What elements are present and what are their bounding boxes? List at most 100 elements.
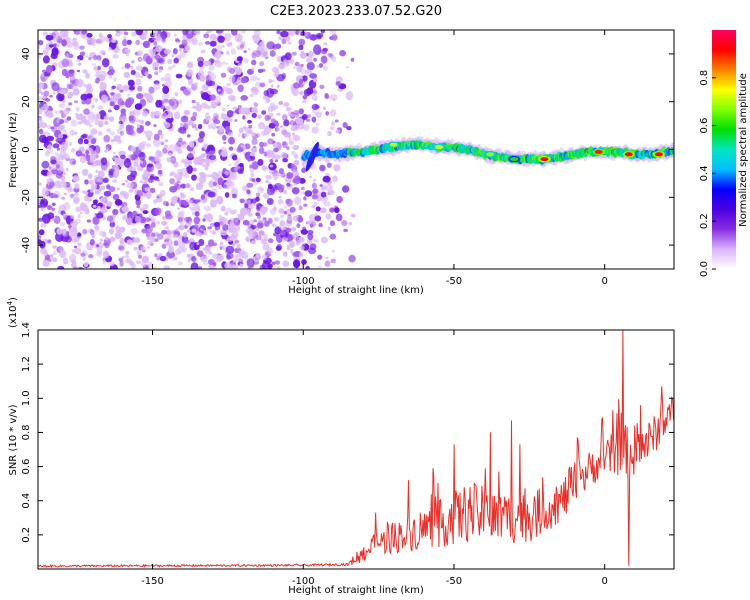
peak-core xyxy=(540,157,549,162)
noise-speckle xyxy=(136,93,144,100)
noise-speckle xyxy=(309,73,318,79)
noise-speckle xyxy=(88,179,94,185)
noise-speckle xyxy=(128,125,135,130)
noise-speckle xyxy=(268,79,273,84)
noise-speckle xyxy=(139,207,145,212)
y-tick-label: -40 xyxy=(21,237,32,253)
noise-speckle xyxy=(128,85,135,91)
noise-speckle xyxy=(58,103,66,108)
noise-speckle xyxy=(154,54,161,60)
noise-speckle xyxy=(243,251,249,259)
noise-speckle xyxy=(207,174,212,178)
noise-speckle xyxy=(171,54,175,57)
noise-speckle xyxy=(214,115,219,121)
noise-speckle xyxy=(85,149,90,155)
noise-speckle xyxy=(62,171,67,176)
noise-speckle xyxy=(218,125,225,132)
noise-speckle xyxy=(63,201,71,211)
noise-speckle xyxy=(150,221,156,228)
noise-speckle xyxy=(316,64,320,68)
spectrogram-y-axis-label: Frequency (Hz) xyxy=(8,112,19,188)
noise-speckle xyxy=(66,116,72,121)
noise-speckle xyxy=(134,103,143,110)
noise-speckle xyxy=(200,49,206,54)
noise-speckle xyxy=(197,60,204,68)
noise-speckle xyxy=(235,33,243,43)
noise-speckle xyxy=(292,135,301,142)
noise-speckle xyxy=(245,237,250,243)
noise-speckle xyxy=(331,249,335,253)
noise-speckle xyxy=(95,69,100,75)
snr-frame xyxy=(37,329,675,570)
noise-speckle xyxy=(119,89,124,93)
noise-speckle xyxy=(65,167,69,172)
noise-speckle xyxy=(124,99,132,108)
noise-speckle xyxy=(159,255,167,262)
noise-speckle xyxy=(59,222,66,227)
noise-speckle xyxy=(326,162,332,168)
noise-speckle xyxy=(242,115,246,120)
noise-speckle xyxy=(196,242,200,246)
noise-speckle xyxy=(286,146,290,151)
noise-speckle xyxy=(104,150,108,153)
noise-speckle xyxy=(222,134,227,141)
noise-speckle xyxy=(173,33,177,37)
noise-speckle xyxy=(315,206,321,212)
noise-speckle xyxy=(283,58,291,67)
noise-speckle xyxy=(97,105,104,110)
noise-speckle xyxy=(286,216,293,221)
noise-speckle xyxy=(210,204,214,208)
noise-speckle xyxy=(208,65,215,71)
noise-speckle xyxy=(124,31,129,36)
noise-speckle xyxy=(49,94,53,98)
noise-speckle xyxy=(211,122,217,130)
noise-speckle xyxy=(136,250,142,256)
noise-speckle xyxy=(301,100,307,104)
noise-speckle xyxy=(119,124,124,130)
noise-speckle xyxy=(162,147,168,154)
noise-speckle xyxy=(172,233,179,239)
noise-speckle xyxy=(38,82,45,89)
noise-speckle xyxy=(67,91,74,98)
noise-speckle xyxy=(108,116,115,122)
noise-speckle xyxy=(265,97,271,104)
noise-speckle xyxy=(100,207,107,213)
noise-speckle xyxy=(133,246,139,251)
noise-speckle xyxy=(91,43,96,46)
noise-speckle xyxy=(102,177,109,183)
noise-speckle xyxy=(154,66,159,71)
noise-speckle xyxy=(139,57,144,62)
noise-speckle xyxy=(283,205,288,209)
noise-speckle xyxy=(236,243,241,249)
noise-speckle xyxy=(216,30,224,34)
noise-speckle xyxy=(50,52,58,60)
noise-speckle xyxy=(137,85,143,92)
noise-speckle xyxy=(165,105,171,111)
noise-speckle xyxy=(129,261,135,266)
noise-speckle xyxy=(44,150,50,157)
noise-speckle xyxy=(45,34,54,41)
noise-speckle xyxy=(55,163,60,169)
noise-speckle xyxy=(219,245,223,250)
noise-speckle xyxy=(288,41,292,45)
noise-speckle xyxy=(257,77,261,81)
x-tick-label: -150 xyxy=(141,576,164,587)
noise-speckle xyxy=(334,119,339,123)
noise-speckle xyxy=(291,51,297,56)
noise-speckle xyxy=(329,220,335,227)
noise-speckle xyxy=(121,66,125,70)
noise-speckle xyxy=(342,122,348,129)
noise-speckle xyxy=(136,119,141,123)
noise-speckle xyxy=(137,50,143,57)
noise-speckle xyxy=(329,233,337,240)
noise-speckle xyxy=(81,30,88,35)
noise-speckle xyxy=(331,121,335,126)
noise-speckle xyxy=(153,137,161,147)
noise-speckle xyxy=(63,30,69,35)
noise-speckle xyxy=(224,262,232,269)
noise-speckle xyxy=(298,205,303,211)
noise-speckle xyxy=(266,87,274,98)
noise-speckle xyxy=(307,233,314,241)
noise-speckle xyxy=(109,228,114,235)
